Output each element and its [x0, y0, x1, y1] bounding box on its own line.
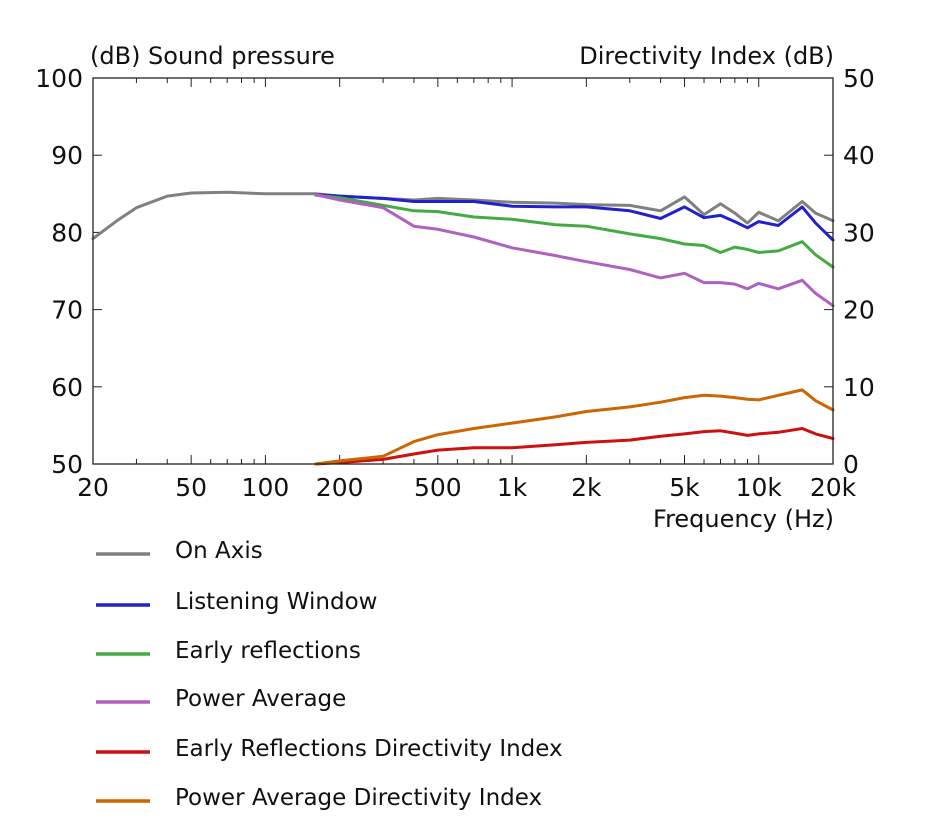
left-tick-label: 60	[51, 373, 83, 402]
legend-label: Early reflections	[175, 638, 361, 664]
x-tick-label: 1k	[497, 473, 528, 502]
x-axis-ticks: 20 50 100 200 500 1k 2k 5k 10k 20k	[77, 78, 857, 502]
plot-frame	[92, 77, 834, 465]
series-line-power-average-directivity-index	[314, 388, 835, 466]
x-tick-label: 5k	[669, 473, 700, 502]
left-axis-title: (dB) Sound pressure	[90, 42, 335, 70]
right-tick-label: 50	[843, 64, 875, 93]
left-tick-label: 80	[51, 218, 83, 247]
right-tick-label: 20	[843, 296, 875, 325]
x-tick-label: 50	[175, 473, 207, 502]
right-tick-label: 40	[843, 141, 875, 170]
right-axis-title: Directivity Index (dB)	[579, 42, 834, 70]
legend-label: On Axis	[175, 538, 263, 564]
series-line-on-axis	[91, 190, 835, 241]
left-tick-label: 100	[35, 64, 83, 93]
legend-label: Power Average Directivity Index	[175, 785, 542, 811]
right-tick-label: 0	[843, 450, 859, 479]
right-tick-label: 10	[843, 373, 875, 402]
series-line-power-average	[314, 193, 835, 308]
right-y-ticks: 0 10 20 30 40 50	[824, 64, 875, 479]
series-line-early-reflections	[314, 193, 835, 269]
left-tick-label: 50	[51, 450, 83, 479]
x-tick-label: 100	[242, 473, 290, 502]
right-tick-label: 30	[843, 218, 875, 247]
left-y-ticks: 50 60 70 80 90 100	[35, 64, 102, 479]
legend: On Axis Listening Window Early reflections…	[96, 538, 563, 811]
legend-label: Power Average	[175, 686, 346, 712]
x-tick-label: 20k	[810, 473, 857, 502]
x-tick-label: 10k	[736, 473, 783, 502]
plot-lines	[91, 190, 835, 466]
x-tick-label: 20	[77, 473, 109, 502]
series-line-early-reflections-directivity-index	[314, 427, 835, 466]
x-tick-label: 2k	[571, 473, 602, 502]
legend-label: Early Reflections Directivity Index	[175, 736, 563, 762]
left-tick-label: 70	[51, 296, 83, 325]
x-axis-title: Frequency (Hz)	[653, 505, 834, 533]
x-tick-label: 500	[414, 473, 462, 502]
series-line-listening-window	[314, 193, 835, 242]
left-tick-label: 90	[51, 141, 83, 170]
legend-label: Listening Window	[175, 589, 378, 615]
x-tick-label: 200	[316, 473, 364, 502]
